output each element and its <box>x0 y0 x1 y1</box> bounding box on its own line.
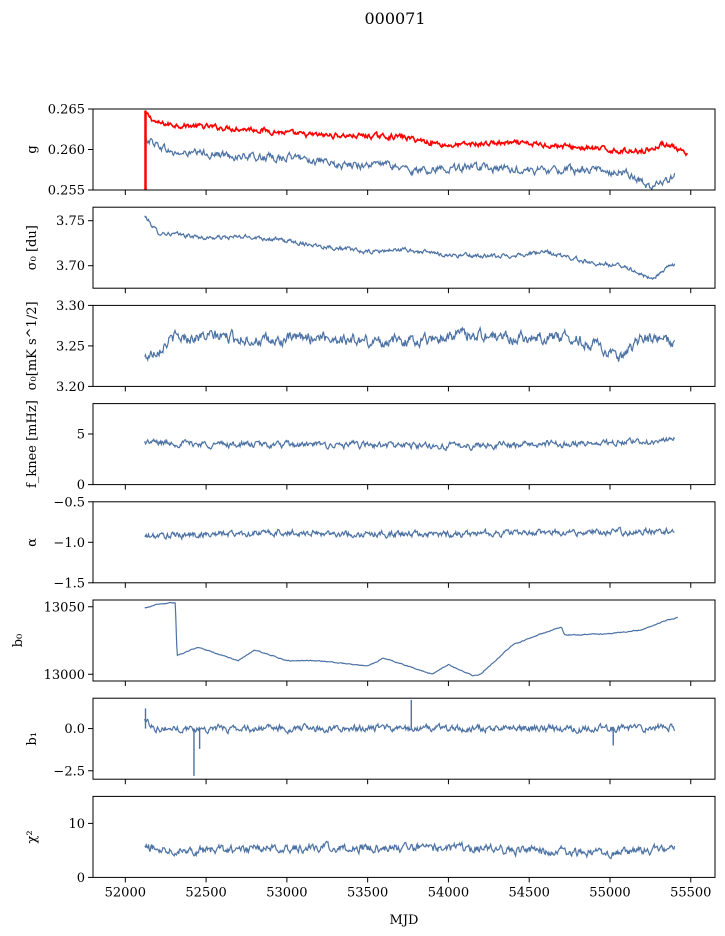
x-tick-label: 55500 <box>670 885 711 900</box>
series-line <box>144 215 676 281</box>
axes-frame <box>92 403 716 486</box>
y-axis-label: α <box>25 538 40 547</box>
subplot-2: 3.70 3.75 σ₀ [du] <box>25 206 716 294</box>
series-line <box>144 718 676 736</box>
series-line <box>144 109 689 157</box>
plot-area <box>144 526 675 541</box>
y-axis-label: σ₀ [du] <box>25 225 40 270</box>
subplot-4: 0 5 f_knee [mHz] <box>25 400 716 493</box>
series-line <box>144 134 676 190</box>
y-tick-label: 0.0 <box>64 722 85 737</box>
x-axis-label: MJD <box>390 913 419 928</box>
y-tick-label: 3.70 <box>56 259 85 274</box>
y-tick-label: 10 <box>68 817 85 832</box>
y-tick-label: −1.0 <box>53 536 85 551</box>
series-line <box>144 436 676 452</box>
y-axis-label: b₀ <box>11 634 26 648</box>
axes-frame <box>92 599 716 682</box>
y-tick-label: 13000 <box>44 668 85 683</box>
y-tick-label: 5 <box>77 427 85 442</box>
x-tick-label: 53000 <box>266 885 307 900</box>
y-tick-label: 0 <box>77 871 85 886</box>
y-tick-label: −2.5 <box>53 764 85 779</box>
y-tick-label: 0.260 <box>48 143 85 158</box>
y-tick-label: 0.265 <box>48 103 85 118</box>
y-tick-label: −1.5 <box>53 576 85 591</box>
axes-frame <box>92 108 716 191</box>
plot-area <box>144 699 676 776</box>
plot-area <box>144 601 678 677</box>
y-tick-label: 3.30 <box>56 299 85 314</box>
axes-frame <box>92 206 716 289</box>
y-tick-label: 3.25 <box>56 339 85 354</box>
x-tick-label: 53500 <box>347 885 388 900</box>
y-axis-label: f_knee [mHz] <box>25 400 40 488</box>
y-axis-label: σ₀[mK s^1/2] <box>25 301 40 390</box>
y-tick-label: 0 <box>77 478 85 493</box>
y-axis-label: χ² <box>25 830 40 843</box>
x-tick-label: 52000 <box>105 885 146 900</box>
subplot-7: −2.5 0.0 b₁ <box>25 697 716 785</box>
series-line <box>144 840 676 860</box>
y-tick-label: −0.5 <box>53 495 85 510</box>
axes-frame <box>92 795 716 878</box>
plot-area <box>144 109 689 190</box>
series-line <box>144 526 675 541</box>
plot-area <box>144 325 676 363</box>
subplot-5: −1.5 −1.0 −0.5 α <box>25 495 716 591</box>
x-tick-label: 55000 <box>589 885 630 900</box>
y-axis-label: g <box>25 145 40 153</box>
figure-title: 000071 <box>364 9 425 28</box>
axes-frame <box>92 697 716 780</box>
plot-area <box>144 840 676 860</box>
y-axis-label: b₁ <box>25 732 40 746</box>
y-tick-label: 13050 <box>44 600 85 615</box>
series-line <box>144 325 676 363</box>
subplot-1: 0.255 0.260 0.265 g <box>25 103 716 199</box>
plot-area <box>144 436 676 452</box>
x-tick-label: 54500 <box>509 885 550 900</box>
y-tick-label: 3.75 <box>56 214 85 229</box>
subplot-6: 13000 13050 b₀ <box>11 599 716 686</box>
axes-frame <box>92 501 716 584</box>
series-line <box>144 601 678 677</box>
x-tick-label: 54000 <box>428 885 469 900</box>
y-tick-label: 3.20 <box>56 380 85 395</box>
y-tick-label: 0.255 <box>48 184 85 199</box>
plot-area <box>144 215 676 281</box>
subplot-3: 3.20 3.25 3.30 σ₀[mK s^1/2] <box>25 299 716 395</box>
x-tick-label: 52500 <box>185 885 226 900</box>
subplot-8: 0 10 χ² 52000 52500 53000 53500 54000 54500 55000… <box>25 795 716 900</box>
